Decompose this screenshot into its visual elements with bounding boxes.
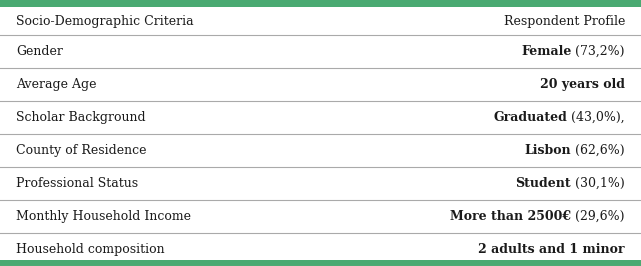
Text: Socio-Demographic Criteria: Socio-Demographic Criteria xyxy=(16,15,194,27)
Text: (73,2%): (73,2%) xyxy=(572,45,625,58)
Text: Household composition: Household composition xyxy=(16,243,165,256)
Text: Respondent Profile: Respondent Profile xyxy=(504,15,625,27)
Bar xyxy=(0,7,641,35)
Text: Scholar Background: Scholar Background xyxy=(16,111,146,124)
Text: 2 adults and 1 minor: 2 adults and 1 minor xyxy=(478,243,625,256)
Text: Lisbon: Lisbon xyxy=(525,144,571,157)
Text: 20 years old: 20 years old xyxy=(540,78,625,91)
Bar xyxy=(0,260,641,266)
Text: Female: Female xyxy=(521,45,572,58)
Text: (62,6%): (62,6%) xyxy=(571,144,625,157)
Text: More than 2500€: More than 2500€ xyxy=(451,210,572,223)
Text: (30,1%): (30,1%) xyxy=(571,177,625,190)
Text: (43,0%),: (43,0%), xyxy=(567,111,625,124)
Text: Student: Student xyxy=(515,177,571,190)
Text: Monthly Household Income: Monthly Household Income xyxy=(16,210,191,223)
Bar xyxy=(0,0,641,7)
Text: (29,6%): (29,6%) xyxy=(572,210,625,223)
Text: Average Age: Average Age xyxy=(16,78,97,91)
Text: County of Residence: County of Residence xyxy=(16,144,147,157)
Text: Graduated: Graduated xyxy=(494,111,567,124)
Text: Gender: Gender xyxy=(16,45,63,58)
Text: Professional Status: Professional Status xyxy=(16,177,138,190)
